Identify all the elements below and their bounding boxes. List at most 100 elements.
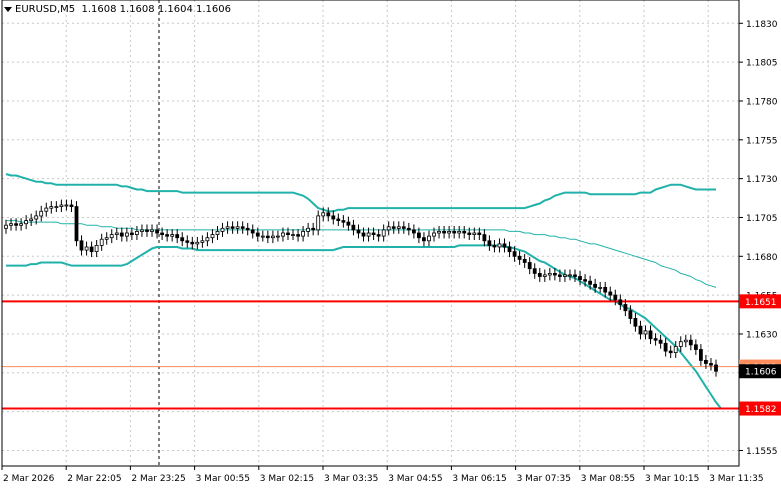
candle-body [537,272,542,277]
candle-body [462,230,467,234]
candle-body [341,220,346,223]
candle-body [14,223,19,226]
candle-body [663,342,668,352]
bollinger-middle-band [6,220,717,288]
candle-body [331,215,336,220]
candle-body [452,230,457,234]
candle-body [704,359,708,364]
candle-body [19,223,24,226]
candle-body [376,234,381,237]
candle-body [69,204,74,208]
candle-body [286,232,290,236]
candle-body [150,229,154,232]
candle-body [270,235,275,239]
bollinger-upper-band [5,173,716,213]
candle-body [472,232,477,236]
candle-body [482,234,487,242]
candle-body [215,230,220,235]
level-price-label: 1.1582 [745,405,777,415]
candle-body [336,218,341,222]
candle-body [160,232,165,236]
candle-body [205,237,210,242]
candle-body [306,227,311,232]
candle-body [512,251,517,257]
time-tick-label: 3 Mar 04:55 [388,474,442,484]
candle-body [401,226,406,229]
candle-body [638,325,643,335]
candle-body [563,274,567,277]
time-tick-label: 3 Mar 00:55 [196,474,250,484]
candle-body [84,246,89,251]
candle-body [195,241,200,245]
candle-body [225,226,230,229]
ohlc-values: 1.1608 1.1608 1.1604 1.1606 [81,4,231,15]
price-tick-label: 1.1805 [746,59,778,69]
time-tick-label: 3 Mar 07:35 [517,474,571,484]
candle-body [125,232,129,237]
plot-frame [1,0,740,467]
candle-body [643,330,648,335]
candle-body [129,232,134,236]
candle-body [316,215,321,231]
candle-body [210,234,215,239]
candle-body [44,207,49,212]
candle-body [265,235,270,239]
candle-body [250,229,255,234]
candle-body [255,232,260,237]
candle-body [391,226,396,229]
candle-body [155,229,160,234]
candle-body [311,227,316,231]
candle-body [517,255,522,260]
collapse-triangle-icon[interactable] [4,6,12,12]
candle-body [447,230,452,234]
candle-body [134,230,139,235]
level-price-label-bg [739,401,781,416]
candle-body [532,268,537,274]
candle-body [497,243,502,248]
candle-body [351,224,356,231]
candle-body [165,234,170,237]
candle-body [709,363,713,366]
candle-body [683,339,688,343]
candle-body [673,345,678,353]
candle-body [109,234,114,239]
candle-body [361,232,366,237]
candle-body [99,238,104,246]
candle-body [89,246,94,253]
candle-body [140,229,144,232]
candle-body [326,212,331,217]
candle-body [406,227,411,231]
candle-body [442,230,447,234]
candle-body [245,227,250,231]
candle-body [558,274,562,277]
candle-body [291,234,295,237]
candle-body [648,330,653,340]
candle-body [613,294,618,301]
time-tick-label: 3 Mar 02:15 [260,474,314,484]
candle-body [542,274,547,277]
candle-body [240,226,245,229]
candle-body [487,240,492,246]
candle-body [593,283,597,288]
candle-body [477,232,482,236]
price-tick-label: 1.1705 [746,214,778,224]
candle-body [175,234,180,239]
time-tick-label: 3 Mar 03:35 [324,474,378,484]
price-tick-label: 1.1780 [746,97,778,107]
candle-body [427,235,431,242]
candle-body [366,232,371,237]
candle-body [457,230,462,234]
candle-body [623,304,628,312]
candle-body [170,234,175,237]
candle-body [568,274,572,277]
candle-body [59,204,64,208]
price-tick-label: 1.1680 [746,253,778,263]
candle-body [114,232,119,236]
candle-body [421,237,426,242]
candle-body [356,229,361,234]
candle-body [64,204,69,207]
candle-body [381,229,386,237]
level-price-label-bg [739,294,781,309]
